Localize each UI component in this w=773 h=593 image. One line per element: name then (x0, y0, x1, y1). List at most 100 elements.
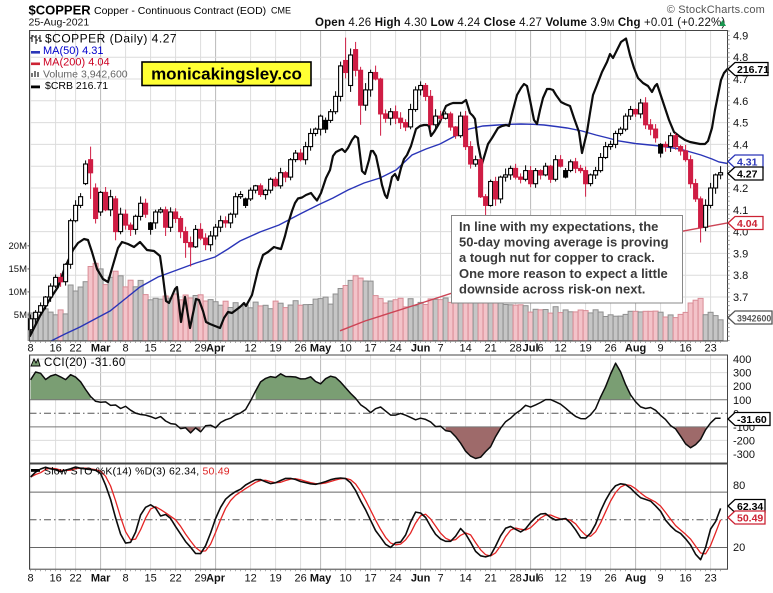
svg-text:4.4: 4.4 (733, 139, 748, 151)
svg-text:9: 9 (658, 343, 664, 355)
svg-text:CME: CME (271, 6, 291, 16)
svg-text:Volume 3,942,600: Volume 3,942,600 (43, 69, 128, 81)
svg-text:8: 8 (123, 343, 129, 355)
svg-text:22: 22 (69, 343, 81, 355)
svg-text:Aug: Aug (625, 573, 646, 585)
svg-text:12: 12 (554, 343, 566, 355)
svg-text:MA(50) 4.31: MA(50) 4.31 (43, 45, 104, 57)
svg-text:downside across risk-on next.: downside across risk-on next. (459, 281, 645, 296)
svg-text:$CRB 216.71: $CRB 216.71 (45, 80, 108, 92)
svg-text:28: 28 (509, 573, 521, 585)
svg-text:3.8: 3.8 (733, 270, 748, 282)
svg-text:monicakingsley.co: monicakingsley.co (151, 65, 302, 84)
svg-text:100: 100 (733, 395, 751, 407)
svg-text:26: 26 (294, 573, 306, 585)
svg-text:4.04: 4.04 (737, 218, 758, 230)
svg-text:10M: 10M (9, 287, 28, 298)
svg-text:16: 16 (679, 573, 691, 585)
svg-text:25-Aug-2021: 25-Aug-2021 (29, 17, 90, 29)
svg-text:Jun: Jun (411, 343, 431, 355)
svg-text:15: 15 (144, 343, 156, 355)
svg-text:15: 15 (144, 573, 156, 585)
svg-text:Aug: Aug (625, 343, 646, 355)
svg-text:$COPPER: $COPPER (29, 3, 92, 18)
svg-text:20: 20 (733, 542, 745, 554)
svg-text:10: 10 (339, 343, 351, 355)
svg-text:4.27: 4.27 (737, 169, 758, 181)
svg-text:19: 19 (269, 343, 281, 355)
svg-text:50-day moving average is provi: 50-day moving average is proving (459, 235, 669, 250)
svg-text:$COPPER (Daily) 4.27: $COPPER (Daily) 4.27 (45, 32, 177, 46)
svg-text:14: 14 (459, 343, 471, 355)
svg-text:3.9: 3.9 (733, 248, 748, 260)
svg-text:8: 8 (28, 343, 34, 355)
svg-text:-300: -300 (733, 449, 755, 461)
svg-text:Copper - Continuous Contract (: Copper - Continuous Contract (EOD) (94, 5, 266, 17)
svg-text:Jul: Jul (523, 343, 539, 355)
svg-text:CCI(20) -31.60: CCI(20) -31.60 (44, 357, 126, 369)
svg-text:4.5: 4.5 (733, 118, 748, 130)
svg-text:12: 12 (554, 573, 566, 585)
svg-text:14: 14 (459, 573, 471, 585)
svg-text:23: 23 (704, 343, 716, 355)
svg-text:20M: 20M (9, 241, 28, 252)
svg-text:400: 400 (733, 354, 751, 366)
svg-text:21: 21 (484, 343, 496, 355)
svg-text:5M: 5M (14, 310, 27, 321)
svg-text:Mar: Mar (91, 343, 111, 355)
svg-text:21: 21 (484, 573, 496, 585)
svg-text:4.1: 4.1 (733, 205, 748, 217)
svg-text:200: 200 (733, 381, 751, 393)
svg-text:One more reason to expect a li: One more reason to expect a little (459, 266, 668, 281)
svg-text:26: 26 (604, 343, 616, 355)
svg-text:3.7: 3.7 (733, 292, 748, 304)
svg-text:80: 80 (733, 480, 745, 492)
svg-text:17: 17 (364, 343, 376, 355)
svg-text:-31.60: -31.60 (737, 414, 767, 426)
svg-text:12: 12 (244, 343, 256, 355)
svg-text:16: 16 (679, 343, 691, 355)
svg-text:26: 26 (604, 573, 616, 585)
svg-text:22: 22 (169, 573, 181, 585)
svg-text:216.71: 216.71 (737, 64, 769, 76)
svg-text:Open 4.26 High 4.30 Low 4.24 C: Open 4.26 High 4.30 Low 4.24 Close 4.27 … (315, 17, 725, 29)
svg-text:28: 28 (509, 343, 521, 355)
svg-text:19: 19 (579, 573, 591, 585)
svg-text:4.2: 4.2 (733, 183, 748, 195)
svg-text:29: 29 (194, 573, 206, 585)
svg-text:May: May (310, 573, 332, 585)
svg-text:24: 24 (389, 343, 401, 355)
svg-text:In line with my expectations,: In line with my expectations, the (459, 219, 658, 234)
svg-text:24: 24 (389, 573, 401, 585)
svg-text:Apr: Apr (206, 573, 226, 585)
svg-text:15M: 15M (9, 264, 28, 275)
svg-text:4.6: 4.6 (733, 96, 748, 108)
svg-text:6: 6 (538, 573, 544, 585)
svg-text:23: 23 (704, 573, 716, 585)
svg-text:4.9: 4.9 (733, 30, 748, 42)
svg-text:a tough nut for copper to crac: a tough nut for copper to crack. (459, 250, 655, 265)
svg-text:Jul: Jul (523, 573, 539, 585)
svg-text:6: 6 (538, 343, 544, 355)
svg-text:29: 29 (194, 343, 206, 355)
svg-text:16: 16 (49, 573, 61, 585)
svg-text:16: 16 (49, 343, 61, 355)
svg-text:8: 8 (28, 573, 34, 585)
svg-text:26: 26 (294, 343, 306, 355)
svg-text:22: 22 (169, 343, 181, 355)
svg-text:300: 300 (733, 368, 751, 380)
svg-text:19: 19 (579, 343, 591, 355)
svg-text:22: 22 (69, 573, 81, 585)
svg-text:MA(200) 4.04: MA(200) 4.04 (43, 57, 110, 69)
svg-text:May: May (310, 343, 332, 355)
svg-text:Slow STO %K(14) %D(3) 62.34, 5: Slow STO %K(14) %D(3) 62.34, 50.49 (44, 466, 230, 478)
svg-text:© StockCharts.com: © StockCharts.com (667, 4, 765, 16)
svg-text:3942600: 3942600 (737, 314, 771, 324)
svg-text:-200: -200 (733, 435, 755, 447)
svg-text:7: 7 (438, 573, 444, 585)
svg-text:10: 10 (339, 573, 351, 585)
svg-text:Jun: Jun (411, 573, 431, 585)
svg-text:8: 8 (123, 573, 129, 585)
svg-text:50.49: 50.49 (737, 513, 763, 525)
svg-text:Apr: Apr (206, 343, 226, 355)
